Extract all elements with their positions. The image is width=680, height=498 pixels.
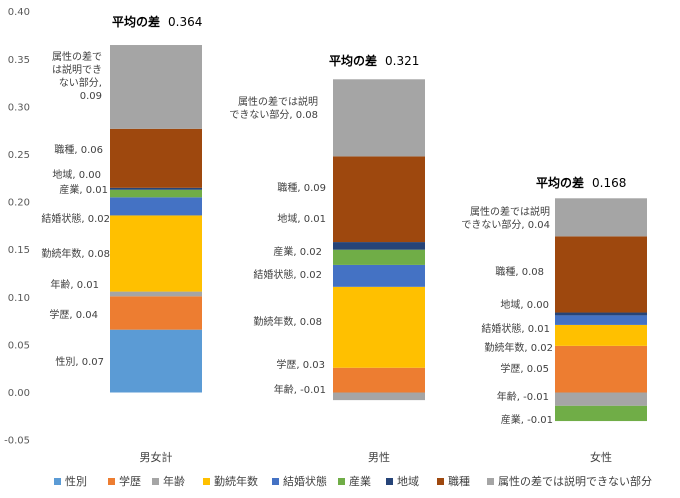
bar-segment [333, 156, 425, 243]
legend-swatch [54, 478, 61, 485]
bar-segment [110, 187, 202, 190]
legend-swatch [338, 478, 345, 485]
segment-label: は説明でき [52, 63, 102, 76]
segment-label: 職種, 0.08 [495, 265, 544, 278]
segment-label: 学歴, 0.04 [49, 308, 98, 321]
segment-label: 地域, 0.00 [500, 298, 549, 311]
legend-swatch [487, 478, 494, 485]
bar-segment [555, 312, 647, 316]
total-labels: 平均の差 0.364 平均の差 0.321 平均の差 0.168 [112, 14, 626, 190]
segment-label: 産業, -0.01 [501, 413, 553, 426]
bar-segment [333, 264, 425, 287]
segment-label: 勤続年数, 0.08 [253, 315, 322, 328]
segment-label: 年齢, -0.01 [497, 390, 549, 403]
bar-segment [110, 215, 202, 292]
bar-segment [555, 315, 647, 325]
bar-segment [110, 291, 202, 297]
segment-label: 勤続年数, 0.02 [484, 341, 553, 354]
y-tick-label: 0.40 [8, 7, 30, 18]
category-labels: 男女計 男性 女性 [140, 450, 613, 464]
bar-segment [555, 345, 647, 393]
segment-label: できない部分, 0.04 [461, 218, 550, 231]
legend-swatch [203, 478, 210, 485]
segment-labels: 性別, 0.07 学歴, 0.04 年齢, 0.01 勤続年数, 0.08 結婚状態, … [41, 50, 553, 426]
legend-swatch [272, 478, 279, 485]
segment-label: 年齢, 0.01 [50, 278, 99, 291]
segment-label: 結婚状態, 0.02 [253, 268, 322, 281]
bar-segment [110, 296, 202, 330]
bar-segment [110, 329, 202, 393]
legend-swatch [152, 478, 159, 485]
bar-segment [333, 79, 425, 157]
y-tick-label: 0.20 [8, 198, 30, 209]
segment-label: 結婚状態, 0.02 [41, 212, 110, 225]
legend-swatch [437, 478, 444, 485]
segment-label: 産業, 0.02 [273, 245, 322, 258]
segment-label: 結婚状態, 0.01 [481, 322, 550, 335]
segment-label: 職種, 0.09 [277, 181, 326, 194]
total-label: 平均の差 0.321 [329, 53, 419, 68]
y-tick-label: 0.05 [8, 340, 30, 351]
segment-label: 0.09 [80, 91, 102, 102]
segment-label: ない部分, [59, 76, 102, 89]
bar-segment [110, 197, 202, 216]
legend-label: 産業 [349, 475, 371, 488]
legend-label: 属性の差では説明できない部分 [498, 474, 652, 488]
bar-segment [110, 45, 202, 129]
total-label: 平均の差 0.168 [536, 175, 626, 190]
legend-swatch [108, 478, 115, 485]
legend-label: 結婚状態 [283, 474, 327, 488]
legend-label: 学歴 [119, 474, 141, 488]
bar-segment [333, 249, 425, 265]
segment-label: 学歴, 0.05 [500, 362, 549, 375]
legend-label: 性別 [65, 474, 87, 488]
category-label: 男女計 [140, 450, 173, 464]
segment-label: 産業, 0.01 [59, 183, 108, 196]
bar-segment [110, 189, 202, 198]
segment-label: 属性の差では説明 [470, 205, 550, 218]
bar-segment [333, 242, 425, 250]
y-tick-label: -0.05 [4, 436, 30, 447]
legend-label: 職種 [448, 474, 470, 488]
bar-segment [333, 392, 425, 401]
segment-label: 性別, 0.07 [55, 355, 104, 368]
segment-label: 地域, 0.01 [277, 212, 326, 225]
y-tick-label: 0.25 [8, 150, 30, 161]
legend-label: 年齢 [163, 474, 185, 488]
bars [110, 45, 647, 422]
bar-segment [555, 405, 647, 422]
legend-swatch [386, 478, 393, 485]
y-axis: -0.05 0.00 0.05 0.10 0.15 0.20 0.25 0.30 0.35 0.4… [4, 7, 30, 446]
segment-label: 勤続年数, 0.08 [41, 247, 110, 260]
bar-segment [555, 198, 647, 237]
total-label: 平均の差 0.364 [112, 14, 202, 29]
segment-label: 年齢, -0.01 [274, 383, 326, 396]
category-label: 女性 [590, 450, 612, 464]
segment-label: 学歴, 0.03 [276, 358, 325, 371]
segment-label: 属性の差では説明 [238, 95, 318, 108]
segment-label: 職種, 0.06 [54, 143, 103, 156]
bar-segment [110, 128, 202, 188]
segment-label: できない部分, 0.08 [229, 108, 318, 121]
y-tick-label: 0.15 [8, 245, 30, 256]
bar-segment [555, 392, 647, 406]
legend-label: 地域 [397, 475, 419, 488]
bar-segment [333, 367, 425, 393]
bar-segment [333, 286, 425, 368]
y-tick-label: 0.00 [8, 388, 30, 399]
segment-label: 地域, 0.00 [52, 168, 101, 181]
category-label: 男性 [368, 450, 390, 464]
legend-label: 勤続年数 [214, 474, 258, 488]
legend: 性別 学歴 年齢 勤続年数 結婚状態 産業 地域 職種 属性の差では説明できない部分 [54, 474, 652, 488]
bar-segment [555, 324, 647, 346]
y-tick-label: 0.30 [8, 102, 30, 113]
bar-segment [555, 236, 647, 313]
y-tick-label: 0.10 [8, 293, 30, 304]
segment-label: 属性の差で [52, 50, 102, 63]
y-tick-label: 0.35 [8, 55, 30, 66]
